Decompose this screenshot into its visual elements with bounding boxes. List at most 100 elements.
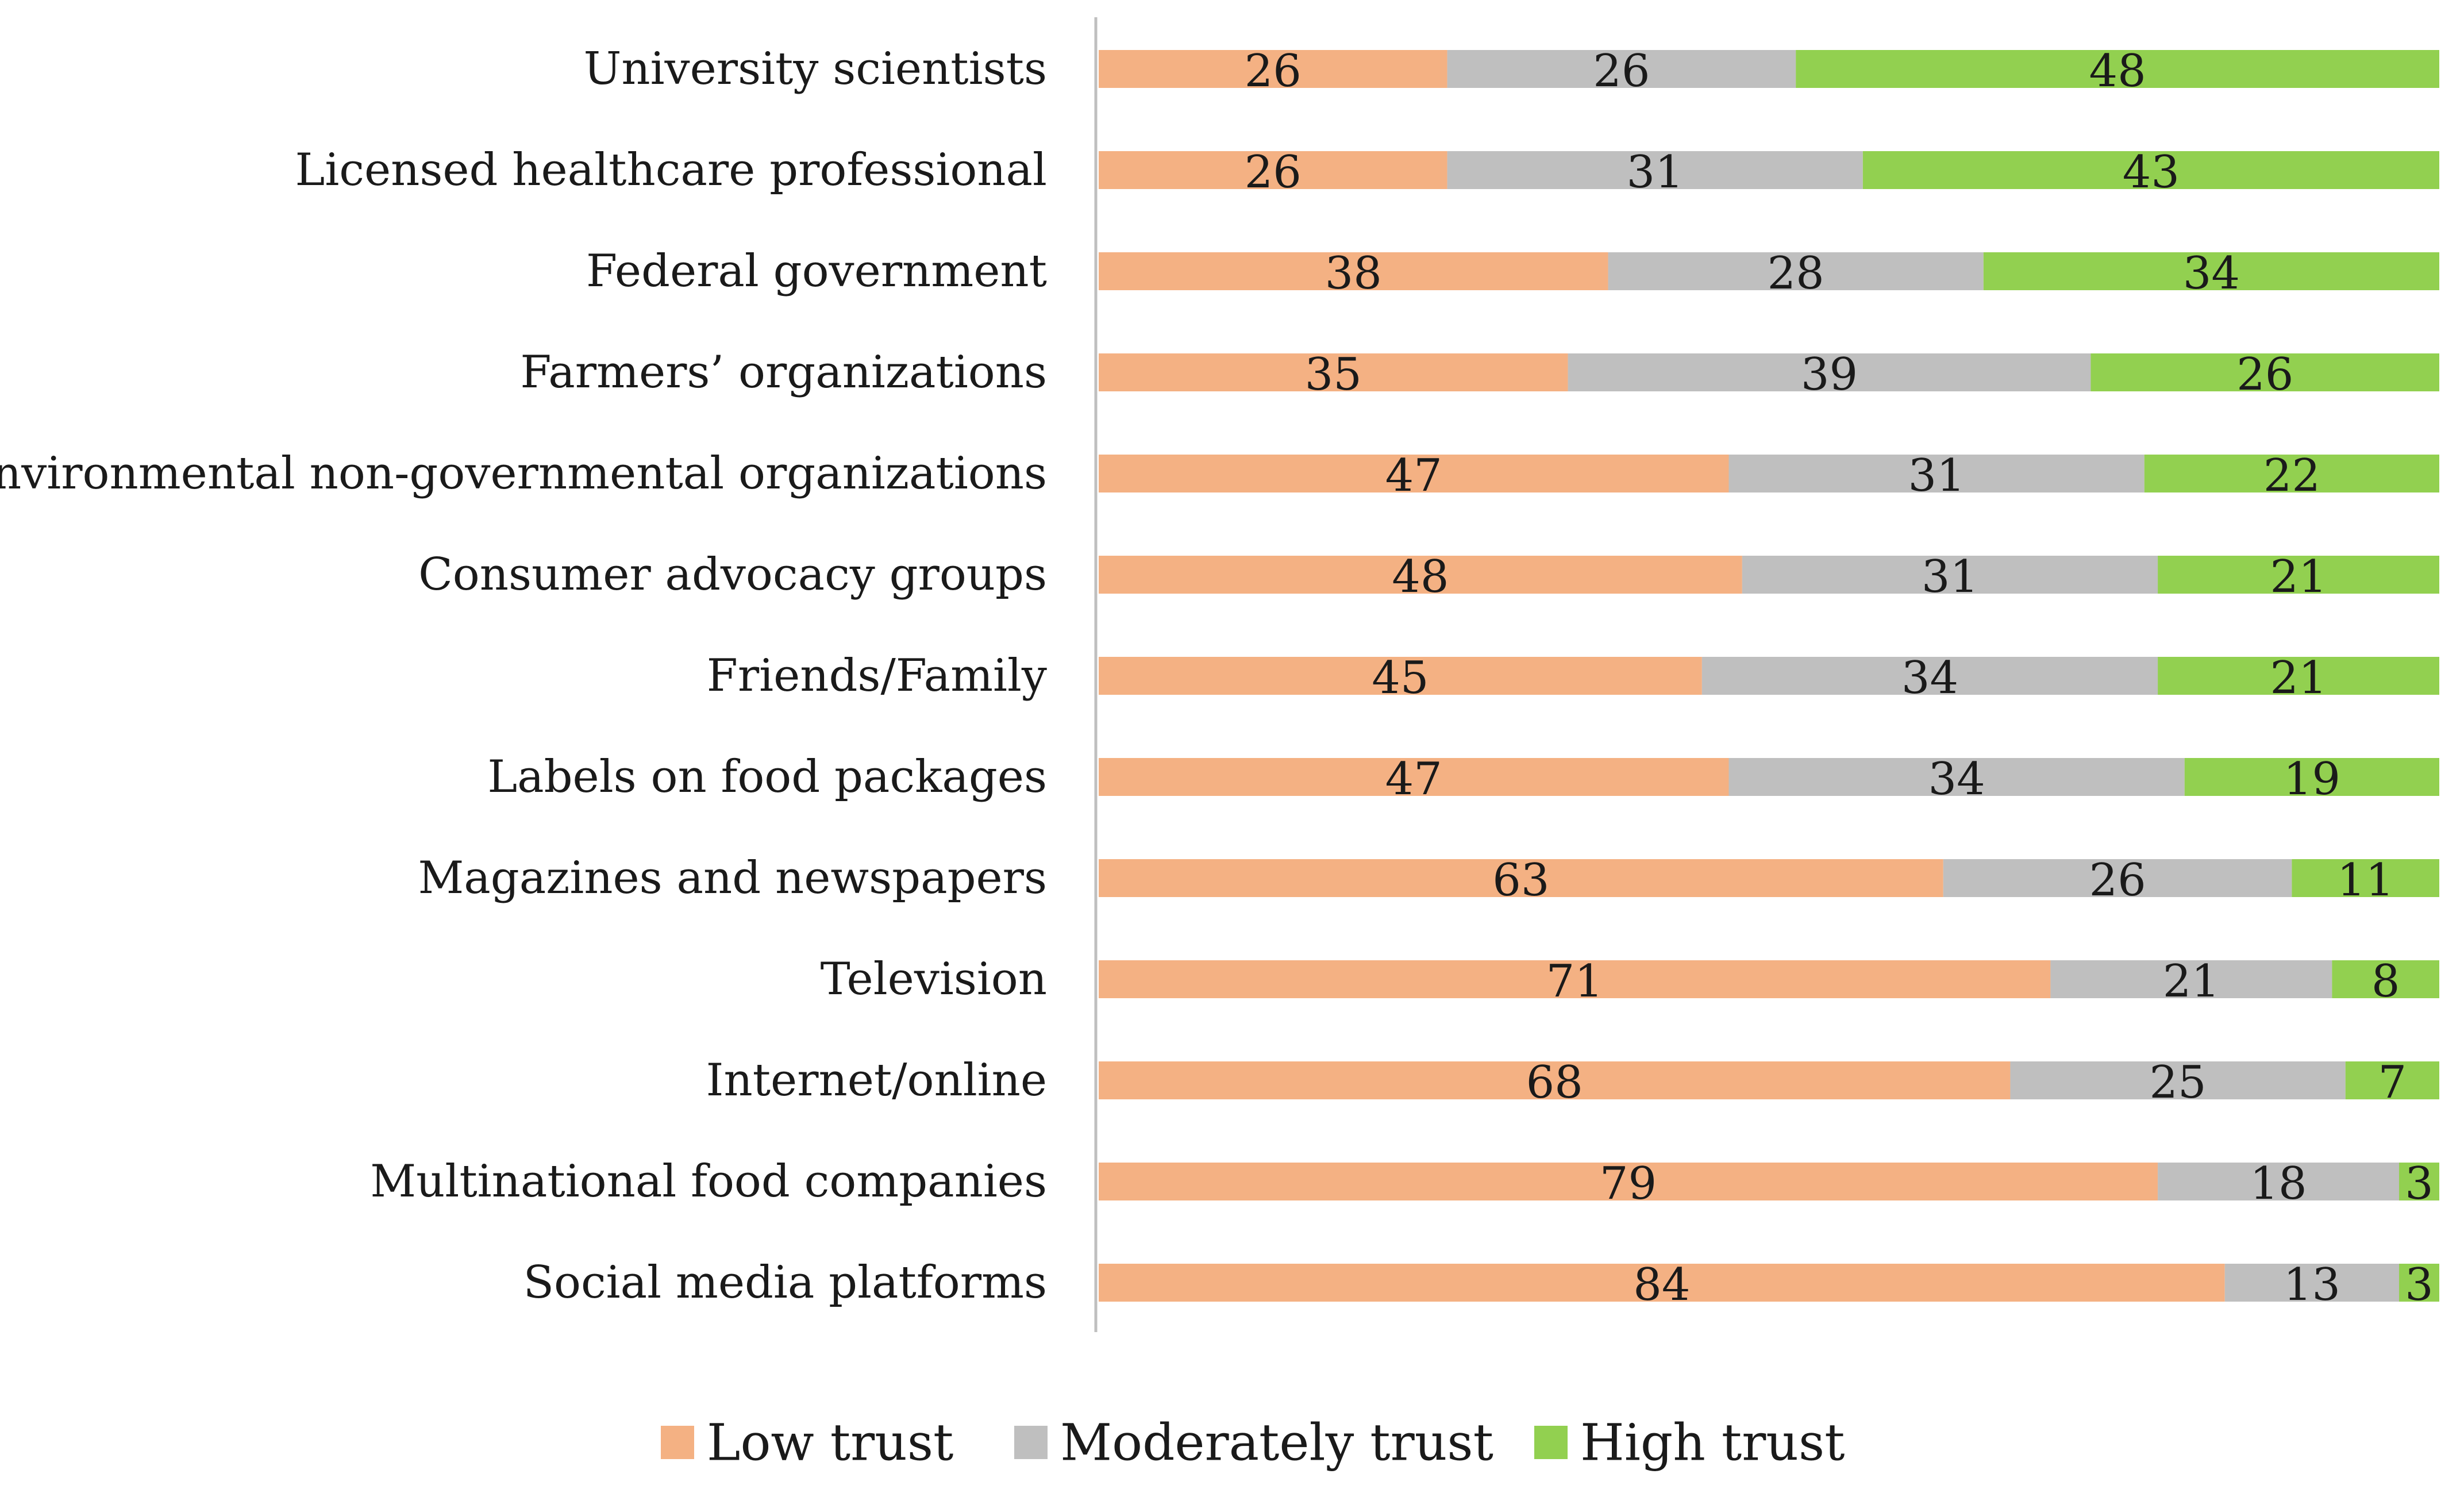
value-label-moderately-trust-licensed-healthcare-professional: 31 — [1627, 147, 1684, 198]
bar-moderately-trust-environmental-non-governmental-organizations — [1728, 455, 2145, 492]
value-label-high-trust-magazines-and-newspapers: 11 — [2337, 855, 2394, 906]
bar-moderately-trust-social-media-platforms — [2224, 1264, 2400, 1302]
legend-swatch-moderately-trust — [1014, 1426, 1048, 1459]
bar-moderately-trust-consumer-advocacy-groups — [1742, 556, 2158, 594]
value-label-high-trust-farmers-organizations: 26 — [2236, 349, 2293, 401]
legend: Low trust Moderately trust High trust — [661, 1413, 1845, 1472]
value-label-low-trust-television: 71 — [1546, 956, 1603, 1007]
value-label-low-trust-environmental-non-governmental-organizations: 47 — [1385, 450, 1442, 502]
bar-high-trust-federal-government — [1983, 252, 2439, 290]
bar-high-trust-consumer-advocacy-groups — [2158, 556, 2439, 594]
bar-moderately-trust-magazines-and-newspapers — [1943, 859, 2292, 897]
value-label-low-trust-university-scientists: 26 — [1245, 45, 1302, 97]
bar-high-trust-university-scientists — [1796, 50, 2439, 88]
bar-moderately-trust-licensed-healthcare-professional — [1447, 151, 1863, 189]
value-label-high-trust-television: 8 — [2371, 956, 2400, 1007]
bar-high-trust-magazines-and-newspapers — [2292, 859, 2439, 897]
bar-low-trust-farmers-organizations — [1099, 353, 1568, 391]
value-label-high-trust-labels-on-food-packages: 19 — [2284, 753, 2340, 805]
bar-moderately-trust-internet-online — [2010, 1061, 2346, 1099]
value-label-high-trust-licensed-healthcare-professional: 43 — [2123, 147, 2180, 198]
bar-high-trust-licensed-healthcare-professional — [1862, 151, 2439, 189]
value-label-moderately-trust-television: 21 — [2163, 956, 2220, 1007]
legend-swatch-high-trust — [1534, 1426, 1568, 1459]
bar-moderately-trust-multinational-food-companies — [2158, 1163, 2400, 1200]
value-label-high-trust-federal-government: 34 — [2183, 248, 2240, 299]
bar-low-trust-internet-online — [1099, 1061, 2011, 1099]
category-label-farmers-organizations: Farmers’ organizations — [520, 347, 1047, 398]
category-label-multinational-food-companies: Multinational food companies — [370, 1156, 1047, 1207]
legend-label-high-trust: High trust — [1580, 1413, 1845, 1472]
value-label-moderately-trust-environmental-non-governmental-organizations: 31 — [1908, 450, 1965, 502]
bar-high-trust-environmental-non-governmental-organizations — [2144, 455, 2439, 492]
value-label-moderately-trust-consumer-advocacy-groups: 31 — [1922, 551, 1978, 603]
bar-low-trust-television — [1099, 960, 2051, 998]
bar-low-trust-friends-family — [1099, 657, 1702, 695]
category-label-television: Television — [821, 953, 1047, 1005]
value-label-low-trust-multinational-food-companies: 79 — [1600, 1158, 1657, 1210]
bar-low-trust-multinational-food-companies — [1099, 1163, 2158, 1200]
bar-high-trust-friends-family — [2158, 657, 2439, 695]
category-label-consumer-advocacy-groups: Consumer advocacy groups — [418, 549, 1047, 601]
bar-moderately-trust-federal-government — [1608, 252, 1984, 290]
bar-low-trust-licensed-healthcare-professional — [1099, 151, 1447, 189]
bar-high-trust-social-media-platforms — [2399, 1264, 2439, 1302]
bar-low-trust-federal-government — [1099, 252, 1608, 290]
value-label-high-trust-social-media-platforms: 3 — [2405, 1259, 2434, 1311]
bar-low-trust-social-media-platforms — [1099, 1264, 2225, 1302]
bars — [1099, 50, 2439, 1302]
value-label-high-trust-consumer-advocacy-groups: 21 — [2270, 551, 2327, 603]
bar-high-trust-farmers-organizations — [2090, 353, 2439, 391]
category-label-social-media-platforms: Social media platforms — [523, 1257, 1047, 1309]
bar-moderately-trust-television — [2050, 960, 2332, 998]
legend-label-low-trust: Low trust — [707, 1413, 953, 1472]
value-label-low-trust-social-media-platforms: 84 — [1633, 1259, 1690, 1311]
category-label-federal-government: Federal government — [586, 245, 1047, 297]
value-label-low-trust-farmers-organizations: 35 — [1305, 349, 1362, 401]
value-label-low-trust-internet-online: 68 — [1526, 1057, 1583, 1109]
value-label-moderately-trust-internet-online: 25 — [2149, 1057, 2206, 1109]
category-label-environmental-non-governmental-organizations: Environmental non-governmental organizat… — [0, 448, 1047, 499]
category-label-internet-online: Internet/online — [706, 1055, 1047, 1106]
value-label-low-trust-federal-government: 38 — [1325, 248, 1382, 299]
value-label-moderately-trust-university-scientists: 26 — [1593, 45, 1650, 97]
value-label-low-trust-licensed-healthcare-professional: 26 — [1245, 147, 1302, 198]
bar-high-trust-television — [2332, 960, 2439, 998]
bar-low-trust-consumer-advocacy-groups — [1099, 556, 1742, 594]
legend-swatch-low-trust — [661, 1426, 694, 1459]
category-label-magazines-and-newspapers: Magazines and newspapers — [418, 852, 1047, 904]
value-label-high-trust-environmental-non-governmental-organizations: 22 — [2263, 450, 2320, 502]
bar-moderately-trust-friends-family — [1701, 657, 2158, 695]
bar-high-trust-internet-online — [2345, 1061, 2439, 1099]
value-label-moderately-trust-labels-on-food-packages: 34 — [1928, 753, 1985, 805]
value-label-high-trust-friends-family: 21 — [2270, 652, 2327, 704]
value-label-low-trust-magazines-and-newspapers: 63 — [1492, 855, 1549, 906]
value-label-moderately-trust-multinational-food-companies: 18 — [2250, 1158, 2307, 1210]
value-label-high-trust-university-scientists: 48 — [2089, 45, 2146, 97]
value-label-low-trust-friends-family: 45 — [1372, 652, 1429, 704]
bar-moderately-trust-labels-on-food-packages — [1728, 758, 2185, 796]
value-label-moderately-trust-federal-government: 28 — [1768, 248, 1824, 299]
category-label-university-scientists: University scientists — [584, 43, 1047, 95]
category-labels: University scientists Licensed healthcare… — [0, 43, 1047, 1309]
bar-low-trust-magazines-and-newspapers — [1099, 859, 1943, 897]
legend-label-moderately-trust: Moderately trust — [1060, 1413, 1493, 1472]
bar-high-trust-labels-on-food-packages — [2184, 758, 2439, 796]
value-label-moderately-trust-farmers-organizations: 39 — [1801, 349, 1858, 401]
value-label-moderately-trust-magazines-and-newspapers: 26 — [2089, 855, 2146, 906]
bar-low-trust-labels-on-food-packages — [1099, 758, 1729, 796]
bar-low-trust-university-scientists — [1099, 50, 1447, 88]
value-label-high-trust-multinational-food-companies: 3 — [2405, 1158, 2434, 1210]
bar-moderately-trust-university-scientists — [1447, 50, 1796, 88]
bar-moderately-trust-farmers-organizations — [1568, 353, 2091, 391]
bar-high-trust-multinational-food-companies — [2399, 1163, 2439, 1200]
category-label-licensed-healthcare-professional: Licensed healthcare professional — [295, 144, 1047, 196]
value-label-moderately-trust-social-media-platforms: 13 — [2284, 1259, 2340, 1311]
value-label-high-trust-internet-online: 7 — [2378, 1057, 2407, 1109]
category-label-labels-on-food-packages: Labels on food packages — [487, 751, 1047, 803]
value-label-moderately-trust-friends-family: 34 — [1901, 652, 1958, 704]
category-label-friends-family: Friends/Family — [707, 650, 1047, 702]
bar-low-trust-environmental-non-governmental-organizations — [1099, 455, 1729, 492]
